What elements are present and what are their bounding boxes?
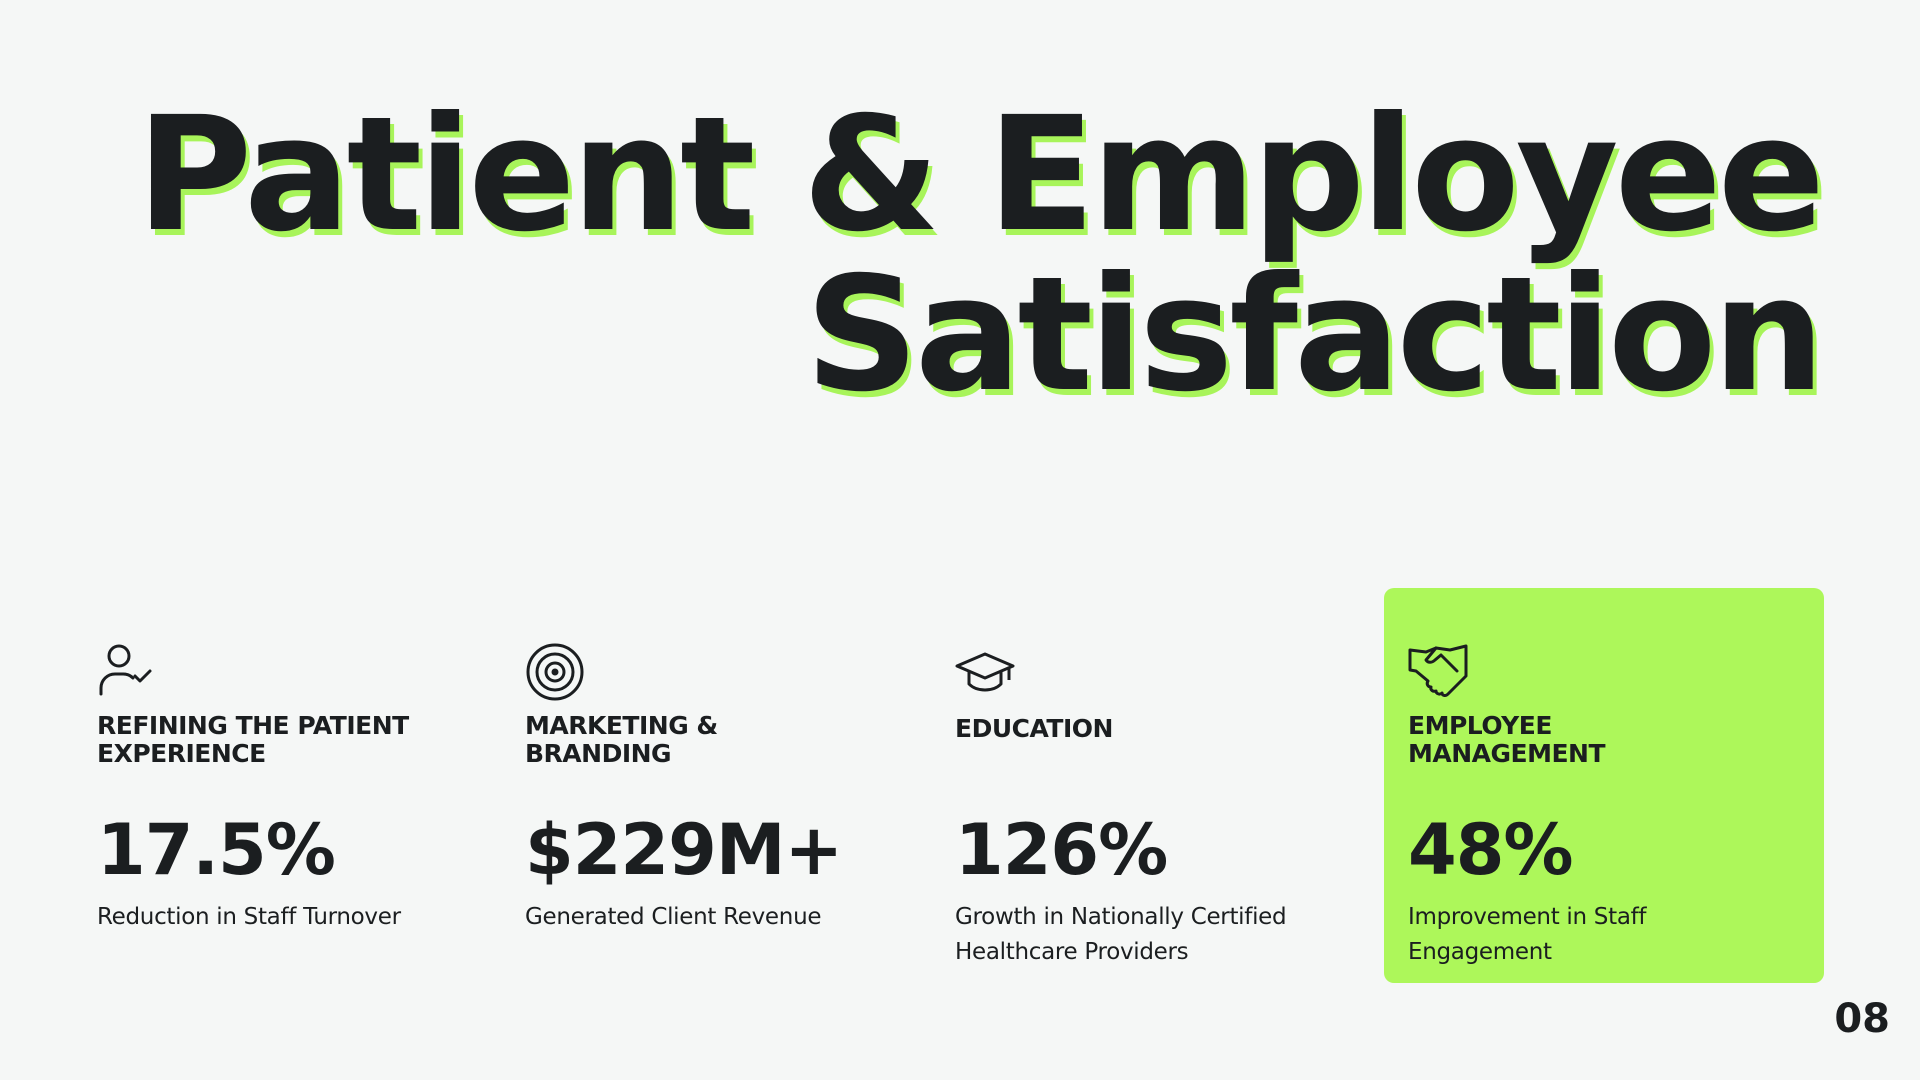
title-line: Satisfaction	[805, 243, 1825, 427]
card-heading: EDUCATION	[955, 714, 1113, 743]
card-value: $229M+	[525, 809, 843, 891]
card-description: Reduction in Staff Turnover	[97, 904, 401, 930]
handshake-icon	[1408, 644, 1468, 698]
person-check-icon	[99, 644, 152, 696]
title-line: Patient & Employee	[136, 83, 1825, 267]
card-heading: REFINING THE PATIENT EXPERIENCE	[97, 711, 409, 768]
card-heading: MARKETING & BRANDING	[525, 711, 718, 768]
card-description: Improvement in Staff Engagement	[1408, 904, 1647, 965]
page-number: 08	[1834, 996, 1890, 1042]
title: Patient & Employee Satisfaction	[136, 83, 1825, 427]
graduation-cap-icon	[955, 652, 1015, 692]
stat-card-highlighted: EMPLOYEE MANAGEMENT 48% Improvement in S…	[1384, 588, 1824, 983]
card-value: 17.5%	[97, 809, 336, 891]
card-value: 126%	[955, 809, 1168, 891]
stat-card: MARKETING & BRANDING $229M+ Generated Cl…	[525, 588, 965, 983]
card-description: Generated Client Revenue	[525, 904, 822, 930]
stat-card: EDUCATION 126% Growth in Nationally Cert…	[955, 588, 1395, 983]
card-description: Growth in Nationally Certified Healthcar…	[955, 904, 1287, 965]
card-heading: EMPLOYEE MANAGEMENT	[1408, 711, 1606, 768]
target-icon	[526, 643, 584, 701]
stat-card: REFINING THE PATIENT EXPERIENCE 17.5% Re…	[97, 588, 537, 983]
card-value: 48%	[1408, 809, 1574, 891]
